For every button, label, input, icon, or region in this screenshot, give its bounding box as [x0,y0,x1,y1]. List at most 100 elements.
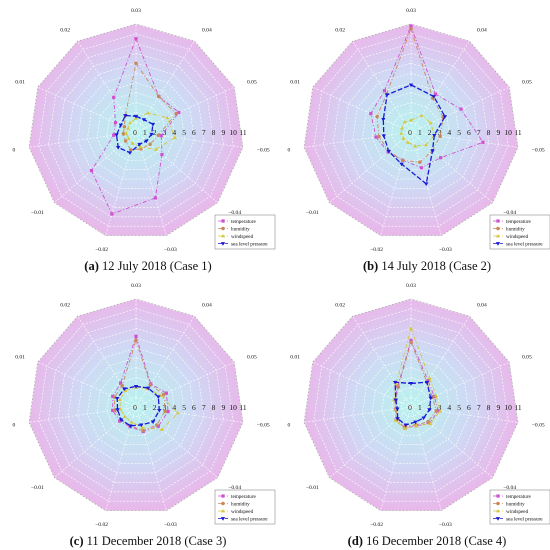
data-point [432,133,437,138]
data-point [392,380,398,385]
data-point [419,166,424,170]
spoke-tick-label: −0.01 [31,485,44,491]
series-line [393,326,441,430]
radial-tick-label: 2 [428,128,432,137]
data-point [409,340,413,344]
grid-ring-d [352,347,470,464]
data-point [114,133,119,137]
data-point [163,409,167,413]
grid-spoke-d [410,315,470,408]
radar-panel-a: 0 1 2 3 4 5 6 7 8 9 10 11 0.03 0.04 0.05 −0.05 −0.04 −0.0… [0,0,276,275]
radial-tick-label: 8 [487,403,491,412]
data-point [419,113,424,117]
data-point [128,120,133,125]
radial-tick-label: 10 [229,128,237,137]
radial-tick-label: 9 [496,128,500,137]
series-line [116,385,160,427]
grid-ring-d [400,396,422,417]
data-point [120,383,124,388]
legend-entry: humidity [231,226,250,232]
data-point [395,417,400,421]
legend-entry: temperature [231,494,256,500]
radial-tick-label: 11 [514,403,521,412]
data-point [113,121,118,125]
data-point [431,95,437,99]
data-point [118,419,122,423]
data-point [369,112,373,116]
legend-entry: humidity [506,226,525,232]
grid-ring-c [28,298,244,511]
radial-tick-label: 1 [143,128,147,137]
data-point [124,131,129,135]
data-point [428,396,433,401]
radial-tick-label: 8 [212,403,216,412]
data-point [427,408,432,412]
spoke-tick-label: 0.04 [202,27,212,33]
grid-ring-c [125,396,147,417]
caption-c: (c) 11 December 2018 (Case 3) [69,534,227,548]
data-point [427,376,432,380]
radial-tick-label: 3 [163,128,167,137]
series-sea-level-pressure-c [115,384,162,429]
radial-tick-label: 0 [133,403,137,412]
radial-tick-label: 4 [447,128,451,137]
grid-ring-b [323,43,499,218]
data-point [89,168,94,173]
grid-ring-a [116,112,156,152]
grid-ring-c [116,387,156,427]
data-point [160,152,164,157]
radial-tick-label: 7 [202,128,206,137]
spoke-tick-label: 0.05 [247,79,257,85]
spoke-tick-label: −0.02 [95,247,108,253]
legend-marker [220,242,226,246]
data-point [118,407,123,411]
data-point [375,114,379,119]
spoke-tick-label: 0.04 [477,302,487,308]
data-point [150,420,156,424]
radial-tick-label: 2 [153,128,157,137]
spoke-tick-label: −0.04 [228,210,241,216]
series-line [394,381,432,426]
data-point [117,397,122,402]
radial-tick-label: 8 [212,128,216,137]
data-point [161,392,166,397]
spoke-tick-label: 0.05 [522,354,532,360]
grid-spoke-d [304,406,412,423]
data-point [423,142,428,147]
grid-ring-d [323,318,499,493]
grid-ring-d [391,387,431,427]
spoke-tick-label: 0.04 [477,27,487,33]
radial-tick-label: 8 [487,128,491,137]
radial-tick-label: 1 [418,403,422,412]
data-point [394,381,399,386]
radial-tick-label: 10 [504,403,512,412]
grid-ring-b [332,53,490,208]
data-point [134,61,138,66]
data-point [381,134,386,139]
data-point [402,120,407,124]
series-line [400,114,435,147]
data-point [401,136,406,140]
grid-ring-c [106,377,166,436]
data-point [393,418,398,422]
spoke-tick-label: 0 [12,422,15,428]
radar-chart-c: 0 1 2 3 4 5 6 7 8 9 10 110.030.040.05−0.05−0.04−0.0… [12,283,276,528]
data-point [112,95,116,99]
spoke-tick-label: 0.04 [202,302,212,308]
grid-ring-d [342,337,480,474]
legend-marker [495,517,501,521]
caption-a: (a) 12 July 2018 (Case 1) [84,259,212,273]
legend-entry: sea level pressure [231,241,268,247]
grid-ring-c [57,328,215,483]
spoke-tick-label: 0 [287,422,290,428]
legend-marker [495,242,501,246]
data-point [424,182,429,187]
data-point [141,428,145,433]
grid-spoke-c [135,361,235,408]
grid-ring-a [57,53,215,208]
radial-tick-label: 4 [172,128,176,137]
data-point [409,27,413,31]
radar-chart-d: 0 1 2 3 4 5 6 7 8 9 10 110.030.040.05−0.05−0.04−0.0… [287,283,550,528]
data-point [418,160,422,164]
